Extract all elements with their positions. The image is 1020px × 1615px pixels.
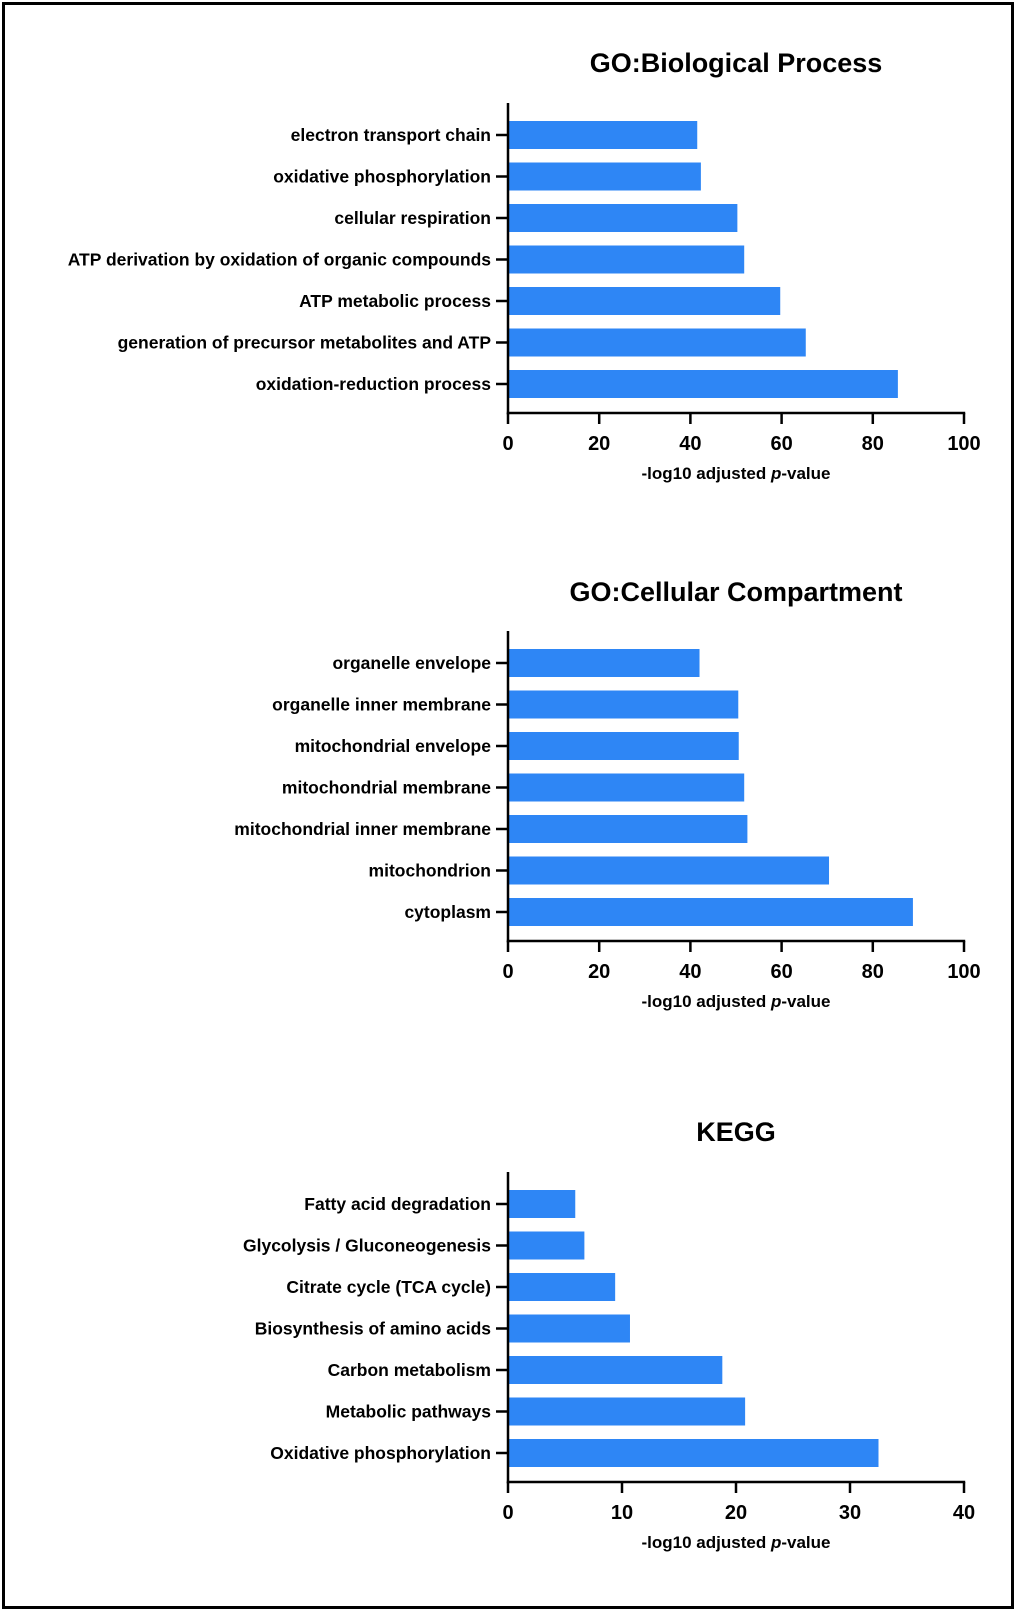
category-label: electron transport chain [291, 125, 491, 145]
bar [508, 649, 700, 677]
x-axis-label: -log10 adjusted p-value [642, 464, 831, 483]
bar [508, 773, 745, 802]
category-label: organelle inner membrane [272, 695, 491, 715]
category-label: mitochondrial envelope [295, 736, 492, 756]
category-label: mitochondrial inner membrane [234, 819, 491, 839]
x-tick-label: 20 [588, 961, 610, 983]
bar [508, 732, 739, 760]
x-tick-label: 0 [502, 433, 513, 455]
bar [508, 162, 701, 191]
category-label: Oxidative phosphorylation [270, 1443, 491, 1463]
category-label: Carbon metabolism [328, 1360, 491, 1380]
category-label: cellular respiration [334, 208, 491, 228]
chart-panel-3: KEGG Fatty acid degradation Glycolysis / G… [243, 1117, 975, 1552]
category-label: Metabolic pathways [326, 1402, 492, 1422]
x-tick-label: 20 [725, 1502, 747, 1524]
bar [508, 1190, 576, 1218]
x-axis-label: -log10 adjusted p-value [642, 1533, 831, 1552]
category-label: ATP derivation by oxidation of organic c… [68, 250, 492, 270]
category-label: Citrate cycle (TCA cycle) [286, 1277, 491, 1297]
category-label: Glycolysis / Gluconeogenesis [243, 1236, 491, 1256]
x-tick-label: 40 [953, 1502, 975, 1524]
category-label: organelle envelope [332, 653, 491, 673]
category-label: ATP metabolic process [299, 291, 491, 311]
x-tick-label: 40 [679, 433, 701, 455]
bar [508, 856, 830, 885]
bar [508, 1273, 616, 1301]
bar [508, 898, 913, 926]
bar [508, 1314, 630, 1343]
x-tick-label: 80 [862, 433, 884, 455]
bar [508, 1356, 723, 1384]
chart-title: GO:Cellular Compartment [569, 577, 902, 607]
x-tick-label: 60 [770, 433, 792, 455]
category-label: mitochondrial membrane [282, 778, 491, 798]
x-tick-label: 100 [947, 961, 980, 983]
x-tick-label: 0 [502, 961, 513, 983]
chart-panel-1: GO:Biological Process electron transport … [68, 48, 981, 483]
bar [508, 245, 745, 274]
x-tick-label: 80 [862, 961, 884, 983]
category-label: cytoplasm [404, 902, 491, 922]
category-label: Fatty acid degradation [304, 1194, 491, 1214]
x-tick-label: 0 [502, 1502, 513, 1524]
chart-panel-2: GO:Cellular Compartment organelle envelop… [234, 577, 980, 1011]
bar [508, 370, 898, 398]
x-tick-label: 10 [611, 1502, 633, 1524]
bar [508, 287, 781, 315]
category-label: Biosynthesis of amino acids [255, 1319, 492, 1339]
bar [508, 1439, 879, 1467]
chart-title: KEGG [696, 1117, 776, 1147]
bar [508, 690, 739, 719]
bar [508, 815, 748, 843]
category-label: mitochondrion [369, 861, 491, 881]
x-tick-label: 40 [679, 961, 701, 983]
x-tick-label: 30 [839, 1502, 861, 1524]
chart-title: GO:Biological Process [590, 48, 883, 78]
bar [508, 1231, 585, 1260]
x-axis-label: -log10 adjusted p-value [642, 992, 831, 1011]
bar [508, 1397, 746, 1426]
category-label: generation of precursor metabolites and … [118, 333, 492, 353]
x-tick-label: 100 [947, 433, 980, 455]
x-tick-label: 20 [588, 433, 610, 455]
bar [508, 204, 738, 232]
bar [508, 328, 806, 357]
category-label: oxidation-reduction process [256, 374, 492, 394]
x-tick-label: 60 [770, 961, 792, 983]
bar [508, 121, 698, 149]
category-label: oxidative phosphorylation [273, 167, 491, 187]
